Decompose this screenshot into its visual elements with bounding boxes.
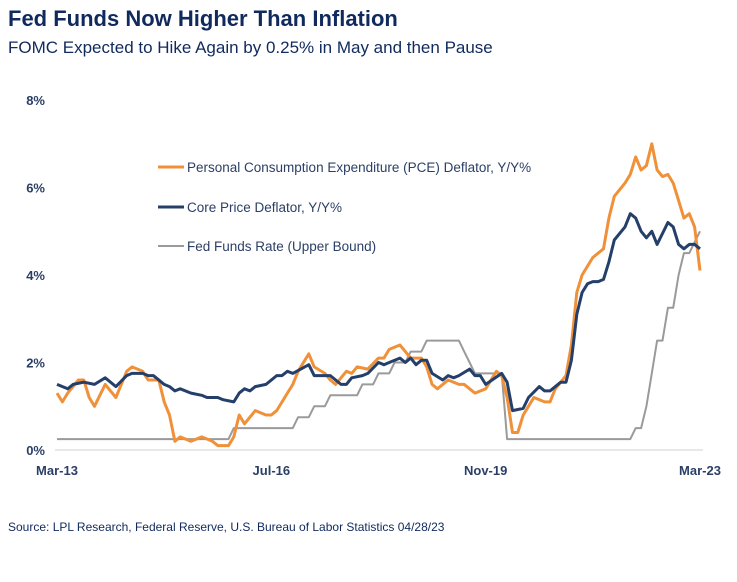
x-tick-label: Mar-23 bbox=[679, 463, 721, 478]
x-tick-label: Jul-16 bbox=[253, 463, 291, 478]
chart-subtitle: FOMC Expected to Hike Again by 0.25% in … bbox=[8, 38, 493, 57]
y-tick-label: 0% bbox=[26, 443, 45, 458]
legend-label: Personal Consumption Expenditure (PCE) D… bbox=[187, 160, 531, 175]
y-axis-ticks: 0% 2% 4% 6% 8% bbox=[26, 93, 45, 458]
y-tick-label: 2% bbox=[26, 356, 45, 371]
series-line-pce bbox=[55, 142, 702, 448]
series-line-core bbox=[56, 212, 701, 413]
source-note: Source: LPL Research, Federal Reserve, U… bbox=[8, 520, 445, 534]
legend-label: Core Price Deflator, Y/Y% bbox=[187, 200, 342, 215]
legend-label: Fed Funds Rate (Upper Bound) bbox=[187, 239, 376, 254]
x-axis-ticks: Mar-13 Jul-16 Nov-19 Mar-23 bbox=[36, 463, 721, 478]
x-tick-label: Nov-19 bbox=[464, 463, 507, 478]
y-tick-label: 8% bbox=[26, 93, 45, 108]
legend: Personal Consumption Expenditure (PCE) D… bbox=[158, 160, 531, 254]
series-line-fed-funds bbox=[57, 230, 701, 441]
y-tick-label: 4% bbox=[26, 268, 45, 283]
series-lines bbox=[55, 142, 702, 448]
legend-item: Personal Consumption Expenditure (PCE) D… bbox=[158, 160, 531, 175]
y-tick-label: 6% bbox=[26, 181, 45, 196]
chart-title: Fed Funds Now Higher Than Inflation bbox=[8, 6, 398, 31]
legend-item: Core Price Deflator, Y/Y% bbox=[158, 200, 342, 215]
legend-item: Fed Funds Rate (Upper Bound) bbox=[158, 239, 376, 254]
x-tick-label: Mar-13 bbox=[36, 463, 78, 478]
